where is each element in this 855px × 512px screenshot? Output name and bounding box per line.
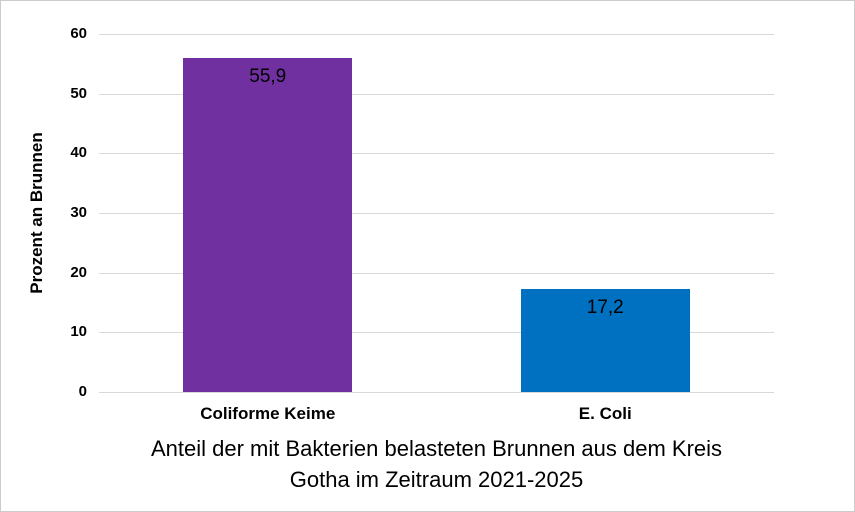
plot-area: 55,9 17,2 xyxy=(99,34,774,393)
gridline xyxy=(99,332,774,334)
gridline xyxy=(99,153,774,155)
y-tick-label: 30 xyxy=(70,204,87,221)
category-label-e-coli: E. Coli xyxy=(578,404,632,423)
y-tick-label: 10 xyxy=(70,323,87,341)
bar-e-coli: 17,2 xyxy=(520,289,690,392)
chart-title-line-1: Anteil der mit Bakterien belasteten Brun… xyxy=(150,436,723,461)
bar-coliforme-keime: 55,9 xyxy=(183,58,353,392)
chart-title: Anteil der mit Bakterien belasteten Brun… xyxy=(99,433,774,495)
category-label-coliforme-keime: Coliforme Keime xyxy=(200,404,336,423)
y-tick-label: 20 xyxy=(70,263,87,281)
bar-value-label: 17,2 xyxy=(586,297,624,319)
x-axis-category-labels: Coliforme Keime E. Coli xyxy=(99,404,774,426)
y-tick-label: 50 xyxy=(70,84,87,102)
bar-value-label: 55,9 xyxy=(249,66,287,88)
gridline xyxy=(99,392,774,393)
y-tick-label: 60 xyxy=(70,25,87,42)
y-axis-tick-labels: 0 10 20 30 40 50 60 xyxy=(1,25,87,400)
gridline xyxy=(99,213,774,214)
gridline xyxy=(99,272,774,274)
y-tick-label: 40 xyxy=(70,144,87,162)
y-tick-label: 0 xyxy=(78,383,87,400)
gridline xyxy=(99,34,774,35)
gridline xyxy=(99,93,774,95)
chart-title-line-2: Gotha im Zeitraum 2021-2025 xyxy=(289,467,584,492)
